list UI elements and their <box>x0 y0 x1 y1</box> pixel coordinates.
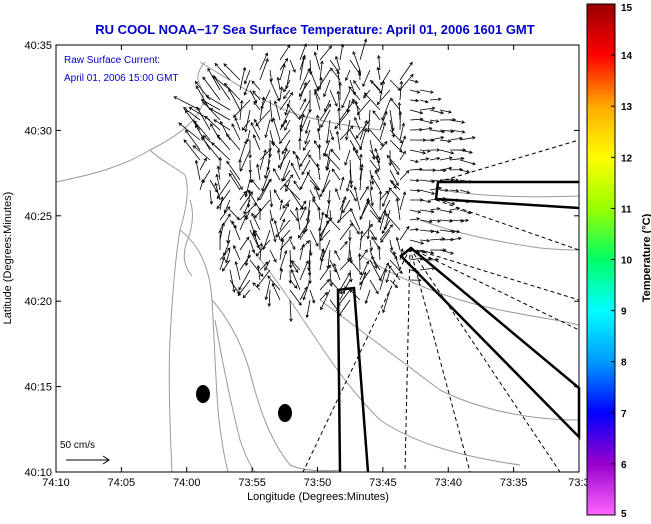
y-tick-label: 40:30 <box>24 125 52 137</box>
y-tick-label: 40:25 <box>24 211 52 223</box>
colorbar-tick-label: 8 <box>621 358 627 369</box>
y-tick-label: 40:20 <box>24 296 52 308</box>
station-marker <box>196 385 210 403</box>
colorbar-tick-label: 12 <box>621 153 633 164</box>
colorbar-tick-label: 11 <box>621 204 632 215</box>
colorbar-tick-label: 6 <box>621 460 627 471</box>
x-tick-label: 73:3 <box>568 477 589 489</box>
x-tick-label: 74:00 <box>173 477 201 489</box>
x-tick-label: 73:55 <box>238 477 266 489</box>
x-axis-label: Longitude (Degrees:Minutes) <box>247 491 389 503</box>
y-tick-label: 40:35 <box>24 40 52 52</box>
colorbar-tick-label: 14 <box>621 51 633 62</box>
x-tick-label: 73:45 <box>369 477 397 489</box>
colorbar-tick-label: 13 <box>621 102 633 113</box>
colorbar-label: Temperature (°C) <box>641 213 651 302</box>
chart-title: RU COOL NOAA−17 Sea Surface Temperature:… <box>95 22 534 37</box>
colorbar-tick-label: 10 <box>621 256 633 267</box>
x-tick-label: 73:40 <box>434 477 462 489</box>
x-tick-label: 74:05 <box>108 477 136 489</box>
x-tick-label: 73:50 <box>304 477 332 489</box>
legend-line-2: April 01, 2006 15:00 GMT <box>64 73 179 84</box>
colorbar-tick-label: 7 <box>621 409 627 420</box>
colorbar-tick-label: 5 <box>621 509 627 519</box>
colorbar-tick-label: 9 <box>621 307 627 318</box>
current-vector <box>359 70 360 80</box>
x-tick-label: 73:35 <box>500 477 528 489</box>
scale-label: 50 cm/s <box>60 440 95 451</box>
legend-line-1: Raw Surface Current: <box>64 55 160 66</box>
y-axis-label: Latitude (Degrees:Minutes) <box>2 192 14 325</box>
station-marker <box>278 404 292 422</box>
map-panel <box>56 39 579 472</box>
y-tick-label: 40:10 <box>24 467 52 479</box>
colorbar-tick-label: 15 <box>621 3 633 14</box>
colorbar-gradient <box>587 4 615 515</box>
y-tick-label: 40:15 <box>24 382 52 394</box>
